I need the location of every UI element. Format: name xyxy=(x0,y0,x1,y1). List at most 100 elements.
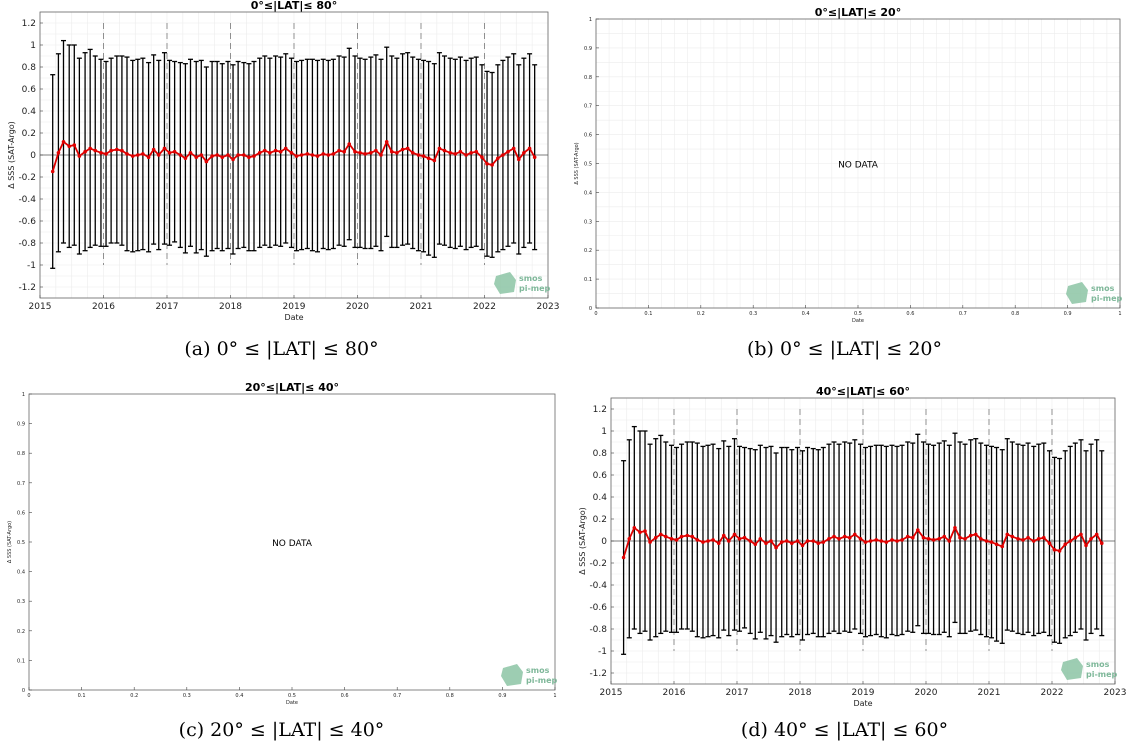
x-tick-label: 0.7 xyxy=(393,693,401,699)
x-tick-label: 0.2 xyxy=(130,693,138,699)
chart-title: 0°≤|LAT|≤ 80° xyxy=(251,0,337,12)
mean-point xyxy=(437,146,442,151)
y-tick-label: 0 xyxy=(601,537,607,547)
mean-point xyxy=(395,151,399,155)
y-tick-label: 0.8 xyxy=(584,75,592,81)
mean-point xyxy=(273,148,278,153)
mean-point xyxy=(305,152,310,156)
mean-point xyxy=(278,149,283,154)
mean-point xyxy=(242,153,246,157)
mean-point xyxy=(805,539,810,543)
x-tick-label: 2015 xyxy=(29,302,52,312)
mean-point xyxy=(1010,534,1015,539)
mean-point xyxy=(141,152,145,156)
y-tick-label: 0.2 xyxy=(584,248,592,254)
mean-point xyxy=(779,540,784,544)
x-tick-label: 0.6 xyxy=(341,693,349,699)
mean-point xyxy=(900,538,904,542)
mean-point xyxy=(448,151,453,155)
chart-title: 40°≤|LAT|≤ 60° xyxy=(816,385,910,398)
y-tick-label: 0.9 xyxy=(584,46,592,52)
mean-point xyxy=(104,152,108,156)
mean-point xyxy=(374,148,378,153)
mean-point xyxy=(727,539,731,543)
mean-point xyxy=(695,538,700,542)
mean-point xyxy=(973,532,978,537)
mean-point xyxy=(469,151,473,155)
logo-text-line2: pi-mep xyxy=(1086,670,1118,679)
panel-a: 2015 2016 2017 2018 2019 2020 2021 2022 2023 1.2 1… xyxy=(0,0,563,377)
mean-point xyxy=(1005,532,1010,537)
mean-point xyxy=(358,151,362,155)
mean-point xyxy=(389,149,394,154)
mean-point xyxy=(653,535,658,540)
mean-point xyxy=(283,146,288,151)
x-tick-label: 2021 xyxy=(978,688,1001,698)
mean-point xyxy=(706,539,710,543)
mean-point xyxy=(937,537,942,541)
y-tick-label: 0.4 xyxy=(22,107,37,117)
mean-point xyxy=(853,532,857,537)
mean-point xyxy=(827,537,831,541)
mean-point xyxy=(72,143,77,147)
y-tick-label: -0.6 xyxy=(589,603,607,613)
mean-point xyxy=(800,543,805,548)
mean-point xyxy=(895,539,899,543)
x-tick-label: 0.7 xyxy=(959,311,967,317)
y-tick-label: 0.9 xyxy=(17,422,25,428)
x-tick-label: 2023 xyxy=(1104,688,1126,698)
y-tick-label: 0.5 xyxy=(584,162,592,168)
x-tick-label: 1 xyxy=(1118,311,1121,317)
x-tick-label: 2016 xyxy=(92,302,115,312)
mean-point xyxy=(151,147,156,152)
logo-mark-icon xyxy=(494,272,516,294)
mean-point xyxy=(109,148,113,153)
x-tick-label: 2022 xyxy=(1041,688,1064,698)
chart-b: 0 0.1 0.2 0.3 0.4 0.5 0.6 0.7 0.8 0.9 1 1 0.9 0.8 0.7 0… xyxy=(574,6,1123,324)
mean-point xyxy=(178,153,183,157)
y-tick-label: 0.4 xyxy=(17,570,25,576)
x-tick-label: 2017 xyxy=(726,688,749,698)
mean-point xyxy=(1000,544,1005,549)
mean-point xyxy=(632,526,637,530)
mean-point xyxy=(863,540,868,544)
x-tick-label: 2017 xyxy=(156,302,179,312)
mean-point xyxy=(958,535,962,540)
x-tick-label: 0 xyxy=(594,311,597,317)
logo-text-line1: smos xyxy=(526,666,550,675)
x-tick-label: 0.8 xyxy=(446,693,454,699)
caption-c: (c) 20° ≤ |LAT| ≤ 40° xyxy=(178,719,385,741)
x-tick-label: 2023 xyxy=(537,302,560,312)
mean-point xyxy=(764,541,768,545)
mean-point xyxy=(658,532,663,537)
x-tick-label: 0.8 xyxy=(1011,311,1019,317)
mean-point xyxy=(1068,539,1073,543)
y-tick-label: 0.2 xyxy=(593,515,607,525)
mean-point xyxy=(321,152,326,156)
mean-point xyxy=(737,537,742,541)
mean-point xyxy=(474,149,479,154)
no-data-label: NO DATA xyxy=(272,539,313,549)
mean-point xyxy=(347,142,352,146)
mean-point xyxy=(811,539,816,543)
mean-point xyxy=(299,153,304,157)
mean-point xyxy=(989,540,994,544)
x-tick-label: 0 xyxy=(27,693,30,699)
mean-point xyxy=(410,151,415,155)
mean-point xyxy=(236,153,240,157)
mean-point xyxy=(1047,541,1052,545)
y-tick-label: 1.2 xyxy=(22,19,36,29)
y-tick-label: 0.8 xyxy=(22,63,37,73)
mean-point xyxy=(135,153,140,157)
logo-text-line2: pi-mep xyxy=(519,284,551,293)
x-tick-label: 2021 xyxy=(410,302,433,312)
mean-point xyxy=(994,542,999,547)
mean-point xyxy=(405,146,410,151)
mean-point xyxy=(353,149,357,154)
y-tick-label: -1 xyxy=(27,261,36,271)
caption-b: (b) 0° ≤ |LAT| ≤ 20° xyxy=(746,338,943,360)
x-axis-label: Date xyxy=(286,700,298,706)
x-tick-label: 0.9 xyxy=(498,693,506,699)
mean-point xyxy=(83,149,87,154)
y-axis-label: Δ SSS (SAT-Argo) xyxy=(574,142,580,184)
